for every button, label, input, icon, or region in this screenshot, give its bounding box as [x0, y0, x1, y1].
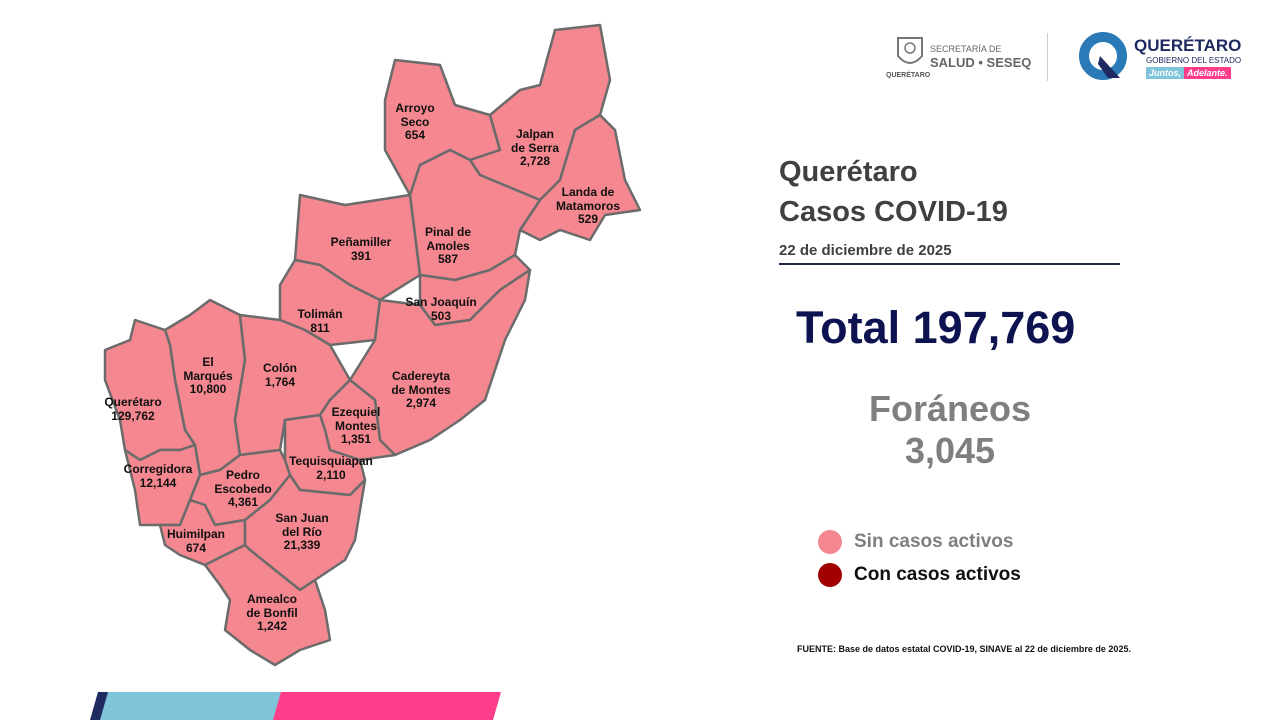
foraneos-value: 3,045	[904, 430, 996, 471]
municipality-label: Corregidora 12,144	[123, 462, 193, 490]
municipality-label: Cadereyta de Montes 2,974	[391, 369, 451, 411]
municipality-label: Ezequiel Montes 1,351	[331, 405, 381, 447]
source-note: FUENTE: Base de datos estatal COVID-19, …	[797, 644, 1131, 654]
municipality-name: Ezequiel	[331, 405, 381, 419]
municipality-label: Querétaro 129,762	[104, 395, 162, 423]
seal-text: QUERÉTARO	[886, 72, 931, 79]
municipality-name: Huimilpan	[166, 527, 226, 541]
legend-item-sin-casos: Sin casos activos	[818, 530, 1013, 554]
bar-pink	[273, 692, 501, 720]
seseq-line1: SECRETARÍA DE	[930, 44, 1002, 54]
municipality-name: Pinal de	[424, 225, 472, 239]
municipality-cases: 10,800	[189, 382, 227, 396]
municipality-name: Seco	[400, 114, 430, 129]
municipality-label: San Joaquín 503	[405, 295, 477, 323]
municipality-name: Querétaro	[104, 395, 162, 409]
legend-dot	[818, 530, 842, 554]
municipality-name: del Río	[281, 524, 323, 539]
municipality-name: Cadereyta	[391, 369, 451, 383]
foraneos: Foráneos 3,045	[869, 388, 1031, 472]
municipality-name: Jalpan	[515, 127, 554, 141]
municipality-cases: 1,242	[256, 619, 288, 633]
municipality-label: Pinal de Amoles 587	[424, 225, 472, 267]
municipality-toliman	[278, 258, 382, 347]
municipality-name: de Bonfil	[246, 605, 298, 620]
municipality-cases: 391	[350, 248, 372, 263]
legend-label: Sin casos activos	[854, 531, 1014, 552]
municipality-name: Tolimán	[297, 307, 343, 321]
municipality-name: Landa de	[561, 185, 615, 199]
total-cases: Total 197,769	[796, 302, 1076, 353]
report-date: 22 de diciembre de 2025	[779, 242, 952, 259]
municipality-label: Tolimán 811	[297, 307, 343, 335]
seseq-line2: SALUD • SESEQ	[930, 55, 1032, 70]
municipality-cases: 587	[437, 252, 459, 266]
slogan-a: Juntos,	[1146, 67, 1185, 79]
municipality-label: Tequisquiapan 2,110	[289, 454, 373, 482]
legend-label: Con casos activos	[854, 564, 1021, 585]
municipality-name: San Joaquín	[405, 295, 477, 309]
municipality-cases: 1,764	[264, 374, 296, 389]
municipality-amealco-de-bonfil	[203, 543, 332, 667]
municipality-cases: 674	[185, 540, 207, 555]
divider	[779, 263, 1120, 265]
municipality-name: Amealco	[246, 592, 298, 606]
municipality-cases: 654	[404, 128, 426, 142]
municipality-name: de Serra	[510, 140, 560, 155]
municipality-label: Huimilpan 674	[166, 527, 226, 555]
seal-icon	[897, 37, 923, 64]
municipality-label: Landa de Matamoros 529	[555, 185, 621, 227]
foraneos-label: Foráneos	[868, 388, 1032, 429]
title-line2: Casos COVID-19	[779, 196, 1008, 228]
municipality-name: Tequisquiapan	[289, 454, 373, 468]
municipality-name: Peñamiller	[330, 235, 392, 249]
municipality-name: Corregidora	[123, 462, 193, 476]
municipality-cases: 2,974	[405, 396, 437, 410]
queretaro-logo: QUERÉTARO GOBIERNO DEL ESTADO Juntos, Ade…	[1078, 30, 1248, 86]
municipality-name: El	[202, 355, 214, 369]
municipality-cases: 21,339	[283, 538, 321, 552]
municipality-name: Escobedo	[214, 481, 272, 496]
municipality-label: Arroyo Seco 654	[395, 101, 435, 143]
seseq-logo: QUERÉTARO SECRETARÍA DE SALUD • SESEQ	[886, 32, 1036, 84]
municipality-cases: 811	[310, 320, 330, 335]
municipality-cases: 129,762	[111, 408, 155, 423]
legend-dot	[818, 563, 842, 587]
municipality-label: Jalpan de Serra 2,728	[510, 127, 560, 169]
municipality-cases: 1,351	[340, 432, 372, 446]
municipality-label: Amealco de Bonfil 1,242	[246, 592, 298, 634]
municipality-name: Colón	[263, 361, 297, 375]
page-title: Querétaro Casos COVID-19	[779, 152, 1008, 232]
decorative-bar	[90, 692, 501, 720]
municipality-cases: 2,728	[519, 154, 551, 168]
municipality-name: de Montes	[391, 382, 451, 397]
q-logo-icon	[1079, 32, 1127, 80]
municipality-name: Amoles	[426, 238, 470, 253]
municipality-name: Montes	[335, 418, 377, 433]
legend-item-con-casos: Con casos activos	[818, 563, 1021, 587]
municipality-name: Pedro	[225, 468, 261, 482]
municipality-label: Peñamiller 391	[330, 235, 392, 263]
bar-blue	[100, 692, 283, 720]
municipality-name: Marqués	[183, 368, 233, 383]
municipality-name: Arroyo	[395, 101, 435, 115]
title-line1: Querétaro	[779, 156, 918, 188]
slogan-b: Adelante.	[1184, 67, 1231, 79]
municipality-cases: 12,144	[139, 475, 177, 490]
logo-sub: GOBIERNO DEL ESTADO	[1146, 56, 1242, 65]
municipality-label: Pedro Escobedo 4,361	[214, 468, 272, 510]
municipality-name: Matamoros	[555, 198, 621, 213]
municipality-label: San Juan del Río 21,339	[275, 511, 329, 553]
logo-divider	[1047, 33, 1048, 81]
municipality-name: San Juan	[275, 511, 329, 525]
municipality-cases: 4,361	[227, 495, 259, 509]
municipality-cases: 503	[430, 308, 452, 323]
municipality-label: Colón 1,764	[263, 361, 297, 389]
logo-name: QUERÉTARO	[1134, 36, 1242, 55]
municipality-cases: 2,110	[316, 467, 346, 482]
municipality-label: El Marqués 10,800	[183, 355, 233, 397]
municipality-cases: 529	[577, 212, 599, 226]
